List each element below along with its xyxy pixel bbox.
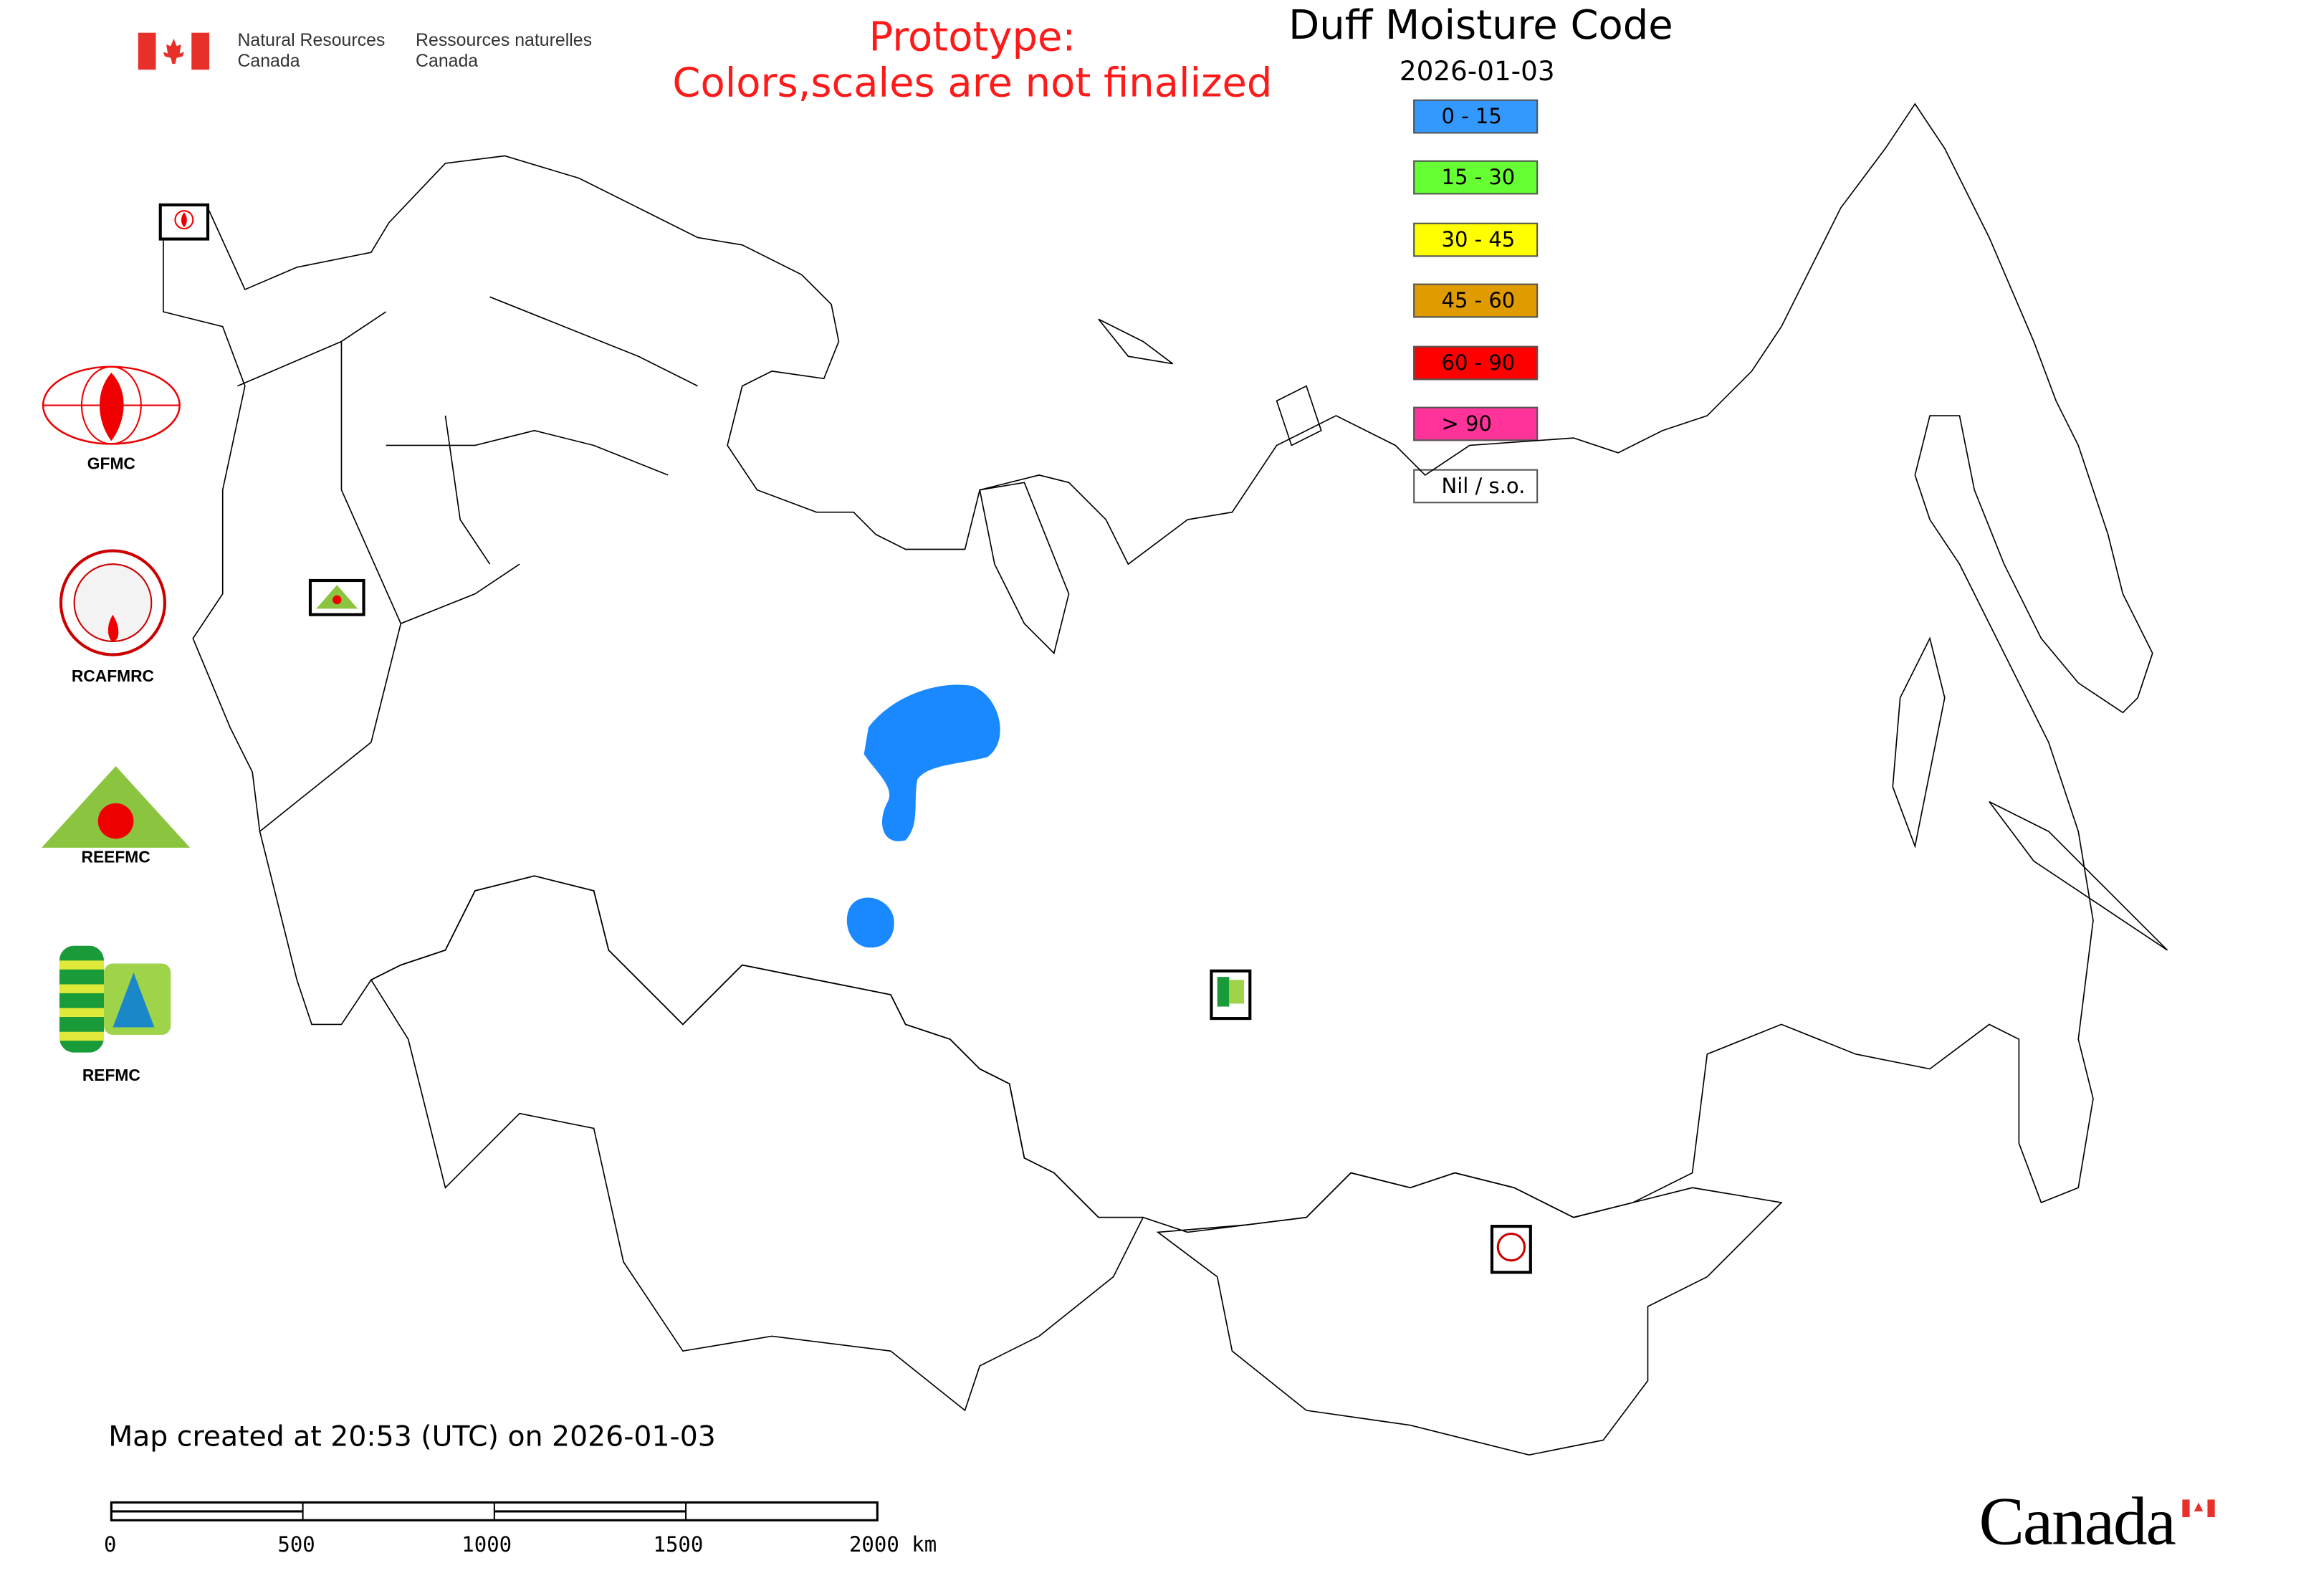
- canada-wordmark-text: Canada: [1979, 1483, 2176, 1559]
- scale-label-1000: 1000: [461, 1533, 512, 1558]
- legend-item-15-30: 15 - 30: [1413, 160, 1539, 195]
- taymyr-outline: [979, 482, 1070, 655]
- novaya-zemlya-outline: [1098, 318, 1322, 446]
- kazakhstan-border: [370, 875, 1144, 1412]
- gfmc-logo: [42, 365, 181, 445]
- region-borders: [237, 296, 699, 832]
- scale-label-2000: 2000 km: [848, 1533, 937, 1558]
- scale-label-1500: 1500: [653, 1533, 704, 1558]
- reefmc-logo: REEFMC: [42, 765, 191, 866]
- russia-border: [163, 102, 2153, 1233]
- map-date: 2026-01-03: [1399, 56, 1555, 88]
- agency-en-line1: Natural Resources: [237, 29, 386, 51]
- rcafmrc-label: RCAFMRC: [71, 668, 155, 687]
- prototype-notice-line1: Prototype:: [869, 14, 1076, 61]
- legend-item-nil: Nil / s.o.: [1413, 469, 1539, 504]
- agency-fr-line1: Ressources naturelles: [416, 29, 593, 51]
- mongolia-border: [1156, 1172, 1783, 1456]
- scale-label-0: 0: [104, 1533, 117, 1558]
- canada-wordmark: Canada: [1979, 1481, 2176, 1560]
- legend-item-over-90: > 90: [1413, 406, 1539, 441]
- kamchatka-outline: [1989, 801, 2168, 951]
- map-marker-rcafmrc[interactable]: [1490, 1225, 1532, 1274]
- agency-fr-line2: Canada: [416, 50, 479, 72]
- map-marker-gfmc[interactable]: [158, 203, 210, 241]
- agency-en-line2: Canada: [237, 50, 300, 72]
- map-title: Duff Moisture Code: [1288, 3, 1673, 49]
- dmc-data-areas: [846, 684, 1000, 948]
- gfmc-label: GFMC: [87, 455, 135, 474]
- legend-item-60-90: 60 - 90: [1413, 345, 1539, 381]
- agency-name-fr: Ressources naturelles Canada: [416, 29, 592, 71]
- map-created-timestamp: Map created at 20:53 (UTC) on 2026-01-03: [108, 1420, 716, 1454]
- dmc-area-0-15-south: [846, 897, 894, 948]
- legend-item-45-60: 45 - 60: [1413, 283, 1539, 318]
- wordmark-flag-icon: [2182, 1499, 2215, 1518]
- prototype-notice-line2: Colors,scales are not finalized: [672, 60, 1273, 107]
- map-marker-refmc[interactable]: [1210, 969, 1252, 1021]
- sakhalin-outline: [1892, 636, 1946, 849]
- scale-label-500: 500: [277, 1533, 315, 1558]
- legend-item-0-15: 0 - 15: [1413, 99, 1539, 134]
- agency-name-en: Natural Resources Canada: [237, 29, 385, 71]
- refmc-logo: [59, 945, 171, 1053]
- refmc-label: REFMC: [82, 1067, 140, 1086]
- canada-flag-icon: [138, 32, 210, 70]
- map-marker-reefmc[interactable]: [308, 578, 365, 616]
- scale-bar: [110, 1501, 879, 1521]
- rcafmrc-logo: [59, 549, 167, 656]
- reefmc-logo-text: REEFMC: [82, 848, 150, 866]
- dmc-area-0-15-main: [864, 684, 1000, 841]
- legend-item-30-45: 30 - 45: [1413, 222, 1539, 257]
